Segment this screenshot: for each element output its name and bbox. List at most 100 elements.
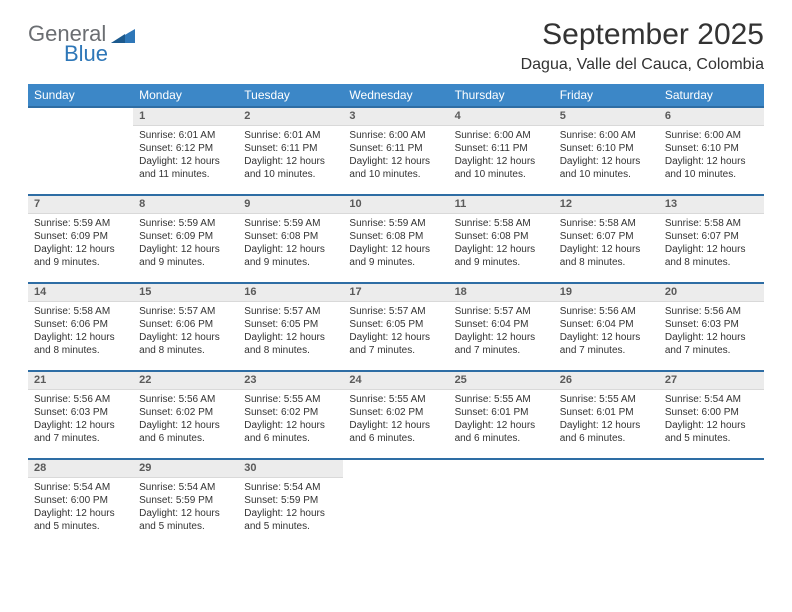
- empty-cell: [449, 477, 554, 547]
- day-body-row: Sunrise: 5:54 AMSunset: 6:00 PMDaylight:…: [28, 477, 764, 547]
- day-number-cell: 25: [449, 371, 554, 389]
- day-cell: Sunrise: 5:59 AMSunset: 6:08 PMDaylight:…: [343, 213, 448, 283]
- day-number-cell: 5: [554, 107, 659, 125]
- day-number-cell: 27: [659, 371, 764, 389]
- day-number-cell: 3: [343, 107, 448, 125]
- weekday-header: Saturday: [659, 84, 764, 107]
- day-cell: Sunrise: 5:54 AMSunset: 6:00 PMDaylight:…: [28, 477, 133, 547]
- daylight-text: Daylight: 12 hours and 6 minutes.: [244, 419, 337, 445]
- sunrise-text: Sunrise: 6:01 AM: [244, 129, 337, 142]
- day-number-cell: 21: [28, 371, 133, 389]
- day-number-cell: 14: [28, 283, 133, 301]
- day-cell: Sunrise: 5:59 AMSunset: 6:08 PMDaylight:…: [238, 213, 343, 283]
- day-cell: Sunrise: 5:54 AMSunset: 5:59 PMDaylight:…: [133, 477, 238, 547]
- daylight-text: Daylight: 12 hours and 10 minutes.: [349, 155, 442, 181]
- weekday-header: Sunday: [28, 84, 133, 107]
- calendar-table: SundayMondayTuesdayWednesdayThursdayFrid…: [28, 84, 764, 547]
- daylight-text: Daylight: 12 hours and 5 minutes.: [244, 507, 337, 533]
- daylight-text: Daylight: 12 hours and 5 minutes.: [665, 419, 758, 445]
- day-number-cell: 20: [659, 283, 764, 301]
- sunrise-text: Sunrise: 5:59 AM: [244, 217, 337, 230]
- daylight-text: Daylight: 12 hours and 6 minutes.: [349, 419, 442, 445]
- sunset-text: Sunset: 6:02 PM: [139, 406, 232, 419]
- day-number-cell: 8: [133, 195, 238, 213]
- day-number-cell: 17: [343, 283, 448, 301]
- day-number-row: 14151617181920: [28, 283, 764, 301]
- daylight-text: Daylight: 12 hours and 9 minutes.: [349, 243, 442, 269]
- sunset-text: Sunset: 6:04 PM: [560, 318, 653, 331]
- day-number-cell: 7: [28, 195, 133, 213]
- daylight-text: Daylight: 12 hours and 10 minutes.: [455, 155, 548, 181]
- sunrise-text: Sunrise: 5:54 AM: [34, 481, 127, 494]
- daylight-text: Daylight: 12 hours and 10 minutes.: [244, 155, 337, 181]
- sunrise-text: Sunrise: 5:54 AM: [139, 481, 232, 494]
- sunset-text: Sunset: 6:08 PM: [244, 230, 337, 243]
- sunrise-text: Sunrise: 5:58 AM: [560, 217, 653, 230]
- daylight-text: Daylight: 12 hours and 6 minutes.: [455, 419, 548, 445]
- title-block: September 2025 Dagua, Valle del Cauca, C…: [521, 18, 764, 74]
- month-title: September 2025: [521, 18, 764, 52]
- calendar-header-row: SundayMondayTuesdayWednesdayThursdayFrid…: [28, 84, 764, 107]
- sunset-text: Sunset: 6:12 PM: [139, 142, 232, 155]
- daylight-text: Daylight: 12 hours and 7 minutes.: [560, 331, 653, 357]
- sunset-text: Sunset: 6:05 PM: [349, 318, 442, 331]
- sunrise-text: Sunrise: 5:58 AM: [34, 305, 127, 318]
- sunset-text: Sunset: 6:00 PM: [34, 494, 127, 507]
- day-number-row: 123456: [28, 107, 764, 125]
- day-cell: Sunrise: 6:00 AMSunset: 6:11 PMDaylight:…: [449, 125, 554, 195]
- sunset-text: Sunset: 5:59 PM: [139, 494, 232, 507]
- sunset-text: Sunset: 6:02 PM: [349, 406, 442, 419]
- daylight-text: Daylight: 12 hours and 9 minutes.: [139, 243, 232, 269]
- sunset-text: Sunset: 6:06 PM: [139, 318, 232, 331]
- daylight-text: Daylight: 12 hours and 8 minutes.: [665, 243, 758, 269]
- day-cell: Sunrise: 5:59 AMSunset: 6:09 PMDaylight:…: [133, 213, 238, 283]
- logo-triangle-icon: [111, 27, 135, 48]
- day-cell: Sunrise: 5:54 AMSunset: 6:00 PMDaylight:…: [659, 389, 764, 459]
- day-cell: Sunrise: 5:55 AMSunset: 6:02 PMDaylight:…: [238, 389, 343, 459]
- sunset-text: Sunset: 6:04 PM: [455, 318, 548, 331]
- daylight-text: Daylight: 12 hours and 10 minutes.: [665, 155, 758, 181]
- sunrise-text: Sunrise: 6:00 AM: [665, 129, 758, 142]
- location: Dagua, Valle del Cauca, Colombia: [521, 56, 764, 74]
- calendar-page: General Blue September 2025 Dagua, Valle…: [0, 0, 792, 565]
- sunset-text: Sunset: 5:59 PM: [244, 494, 337, 507]
- empty-cell: [554, 459, 659, 477]
- day-cell: Sunrise: 5:55 AMSunset: 6:01 PMDaylight:…: [554, 389, 659, 459]
- weekday-header: Wednesday: [343, 84, 448, 107]
- sunrise-text: Sunrise: 5:59 AM: [349, 217, 442, 230]
- logo: General Blue: [28, 18, 135, 64]
- header: General Blue September 2025 Dagua, Valle…: [28, 18, 764, 74]
- day-cell: Sunrise: 5:57 AMSunset: 6:06 PMDaylight:…: [133, 301, 238, 371]
- day-cell: Sunrise: 5:55 AMSunset: 6:02 PMDaylight:…: [343, 389, 448, 459]
- sunset-text: Sunset: 6:10 PM: [665, 142, 758, 155]
- day-body-row: Sunrise: 5:58 AM Sunset: 6:06 PM Daylight:…: [28, 301, 764, 371]
- day-number-cell: 10: [343, 195, 448, 213]
- sunrise-text: Sunrise: 5:54 AM: [665, 393, 758, 406]
- day-number-row: 21222324252627: [28, 371, 764, 389]
- empty-cell: [659, 477, 764, 547]
- sunset-text: Sunset: 6:07 PM: [560, 230, 653, 243]
- empty-cell: [554, 477, 659, 547]
- day-number-cell: 23: [238, 371, 343, 389]
- day-number-cell: 2: [238, 107, 343, 125]
- empty-cell: [343, 459, 448, 477]
- day-cell: Sunrise: 6:00 AMSunset: 6:10 PMDaylight:…: [554, 125, 659, 195]
- sunrise-text: Sunrise: 6:00 AM: [349, 129, 442, 142]
- sunrise-text: Sunrise: 5:56 AM: [139, 393, 232, 406]
- day-cell: Sunrise: 5:56 AMSunset: 6:03 PMDaylight:…: [659, 301, 764, 371]
- day-body-row: Sunrise: 5:56 AMSunset: 6:03 PMDaylight:…: [28, 389, 764, 459]
- sunrise-text: Sunrise: 5:57 AM: [349, 305, 442, 318]
- day-cell: Sunrise: 5:54 AMSunset: 5:59 PMDaylight:…: [238, 477, 343, 547]
- sunrise-text: Sunrise: 5:57 AM: [455, 305, 548, 318]
- sunset-text: Sunset: 6:03 PM: [665, 318, 758, 331]
- sunset-text: Sunset: 6:08 PM: [349, 230, 442, 243]
- day-number-cell: 18: [449, 283, 554, 301]
- empty-cell: [28, 125, 133, 195]
- day-cell: Sunrise: 5:59 AMSunset: 6:09 PMDaylight:…: [28, 213, 133, 283]
- daylight-text: Daylight: 12 hours and 7 minutes.: [349, 331, 442, 357]
- weekday-header: Friday: [554, 84, 659, 107]
- sunset-text: Sunset: 6:10 PM: [560, 142, 653, 155]
- day-cell: Sunrise: 5:57 AMSunset: 6:05 PMDaylight:…: [238, 301, 343, 371]
- sunset-text: Sunset: 6:11 PM: [455, 142, 548, 155]
- sunset-text: Sunset: 6:11 PM: [244, 142, 337, 155]
